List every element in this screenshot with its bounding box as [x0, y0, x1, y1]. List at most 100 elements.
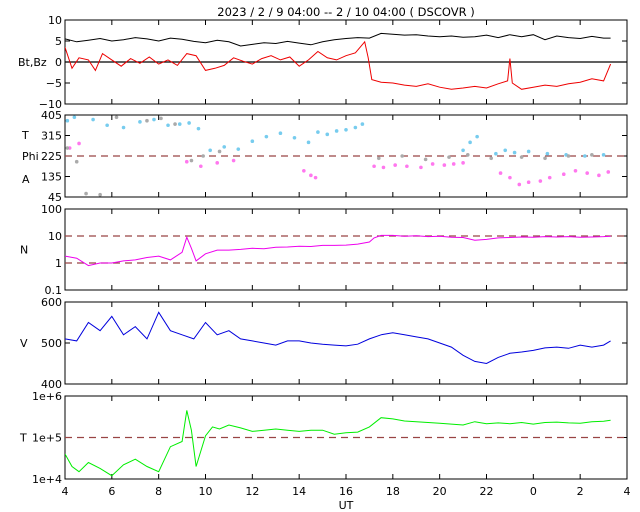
data-point-phi	[302, 169, 306, 173]
data-point-theta	[344, 128, 348, 132]
data-point-phi	[77, 141, 81, 146]
data-point-theta	[325, 132, 330, 137]
data-point-theta	[316, 130, 320, 134]
series-line-n	[65, 234, 611, 267]
data-point-gray	[173, 122, 177, 126]
data-point-phi	[381, 165, 386, 170]
data-point-theta	[601, 153, 606, 157]
x-tick-label: 0	[530, 485, 537, 498]
data-point-gray	[201, 154, 205, 158]
data-point-theta	[264, 134, 269, 139]
panel-2: 405 315 225 135 45 T Phi A	[21, 109, 628, 204]
data-point-gray	[447, 155, 451, 159]
data-point-phi	[606, 170, 611, 174]
data-point-phi	[215, 161, 220, 165]
x-tick-label: 20	[433, 485, 447, 498]
data-point-phi	[419, 165, 423, 170]
y-axis-label-a: A	[22, 173, 30, 186]
data-point-theta	[236, 147, 241, 151]
data-point-theta	[360, 122, 365, 126]
data-point-theta	[468, 140, 472, 145]
x-tick-label: 4	[624, 485, 631, 498]
data-point-theta	[177, 122, 182, 126]
data-point-phi	[547, 175, 552, 180]
series-group	[65, 32, 612, 90]
series-line-temp	[65, 410, 611, 477]
data-point-theta	[91, 117, 95, 122]
data-point-phi	[517, 182, 522, 187]
data-point-theta	[475, 134, 479, 139]
y-tick-label: 600	[41, 296, 62, 309]
data-point-gray	[217, 149, 222, 154]
data-point-gray	[566, 154, 571, 158]
data-point-phi	[561, 172, 566, 177]
data-point-theta	[583, 154, 587, 158]
x-tick-label: 14	[292, 485, 306, 498]
data-point-gray	[543, 156, 547, 161]
data-point-phi	[372, 164, 376, 169]
y-tick-label: 1e+6	[32, 390, 62, 403]
data-point-phi	[461, 161, 465, 165]
data-point-gray	[84, 191, 88, 196]
y-tick-label: 135	[41, 171, 62, 184]
data-point-phi	[585, 171, 589, 175]
data-point-gray	[189, 158, 194, 163]
data-point-phi	[498, 171, 503, 175]
data-point-theta	[292, 135, 297, 140]
data-point-theta	[65, 118, 70, 123]
data-point-theta	[512, 150, 517, 155]
x-tick-label: 10	[199, 485, 213, 498]
data-point-phi	[231, 158, 236, 163]
data-point-theta	[105, 123, 109, 128]
data-point-phi	[597, 173, 601, 178]
y-axis-label-phi: Phi	[22, 150, 39, 163]
data-point-theta	[166, 123, 170, 128]
data-point-phi	[573, 169, 578, 173]
data-point-phi	[405, 164, 409, 169]
series-group	[65, 234, 611, 267]
y-tick-label: 500	[41, 337, 62, 350]
y-tick-label: 1	[55, 257, 62, 270]
y-tick-label: 45	[48, 191, 62, 204]
y-axis-label: Bt,Bz	[18, 56, 47, 69]
data-point-theta	[138, 120, 142, 124]
series-group	[65, 410, 611, 477]
data-point-phi	[442, 163, 447, 167]
data-point-gray	[74, 159, 79, 164]
y-tick-label: 1e+5	[32, 432, 62, 445]
data-point-theta	[278, 131, 283, 136]
data-point-theta	[196, 126, 201, 131]
data-point-theta	[250, 139, 255, 143]
chart-panels: 1050−5−10Bt,Bz40531522513545TPhiA1001010…	[18, 14, 628, 486]
data-point-gray	[114, 115, 119, 120]
series-group	[65, 311, 611, 365]
x-tick-label: 4	[62, 485, 69, 498]
data-point-phi	[451, 162, 456, 166]
panel-3: 100 10 1 0.1 N	[20, 203, 628, 297]
x-axis: 4 6 8 10 12 14 16 18 20 22 0 2 4	[62, 485, 631, 498]
y-tick-label: 225	[41, 150, 62, 163]
data-point-phi	[430, 162, 435, 166]
data-point-theta	[503, 148, 508, 153]
y-axis-label: T	[19, 432, 27, 445]
x-tick-label: 8	[155, 485, 162, 498]
data-point-theta	[526, 149, 531, 154]
panel-1: 10 5 0 −5 −10 Bt,Bz	[18, 14, 628, 111]
data-point-theta	[187, 121, 191, 125]
y-axis-label-t: T	[21, 129, 29, 142]
data-point-theta	[545, 151, 550, 156]
data-point-phi	[538, 179, 543, 183]
x-tick-label: 2	[577, 485, 584, 498]
data-point-phi	[184, 159, 189, 164]
data-point-theta	[208, 148, 212, 153]
data-point-gray	[65, 146, 70, 150]
data-point-gray	[376, 156, 381, 161]
data-point-theta	[461, 148, 465, 153]
data-point-phi	[393, 163, 397, 167]
data-point-gray	[423, 157, 428, 162]
data-point-theta	[494, 151, 498, 156]
data-point-gray	[159, 116, 163, 121]
x-tick-label: 18	[386, 485, 400, 498]
data-point-gray	[465, 153, 470, 157]
